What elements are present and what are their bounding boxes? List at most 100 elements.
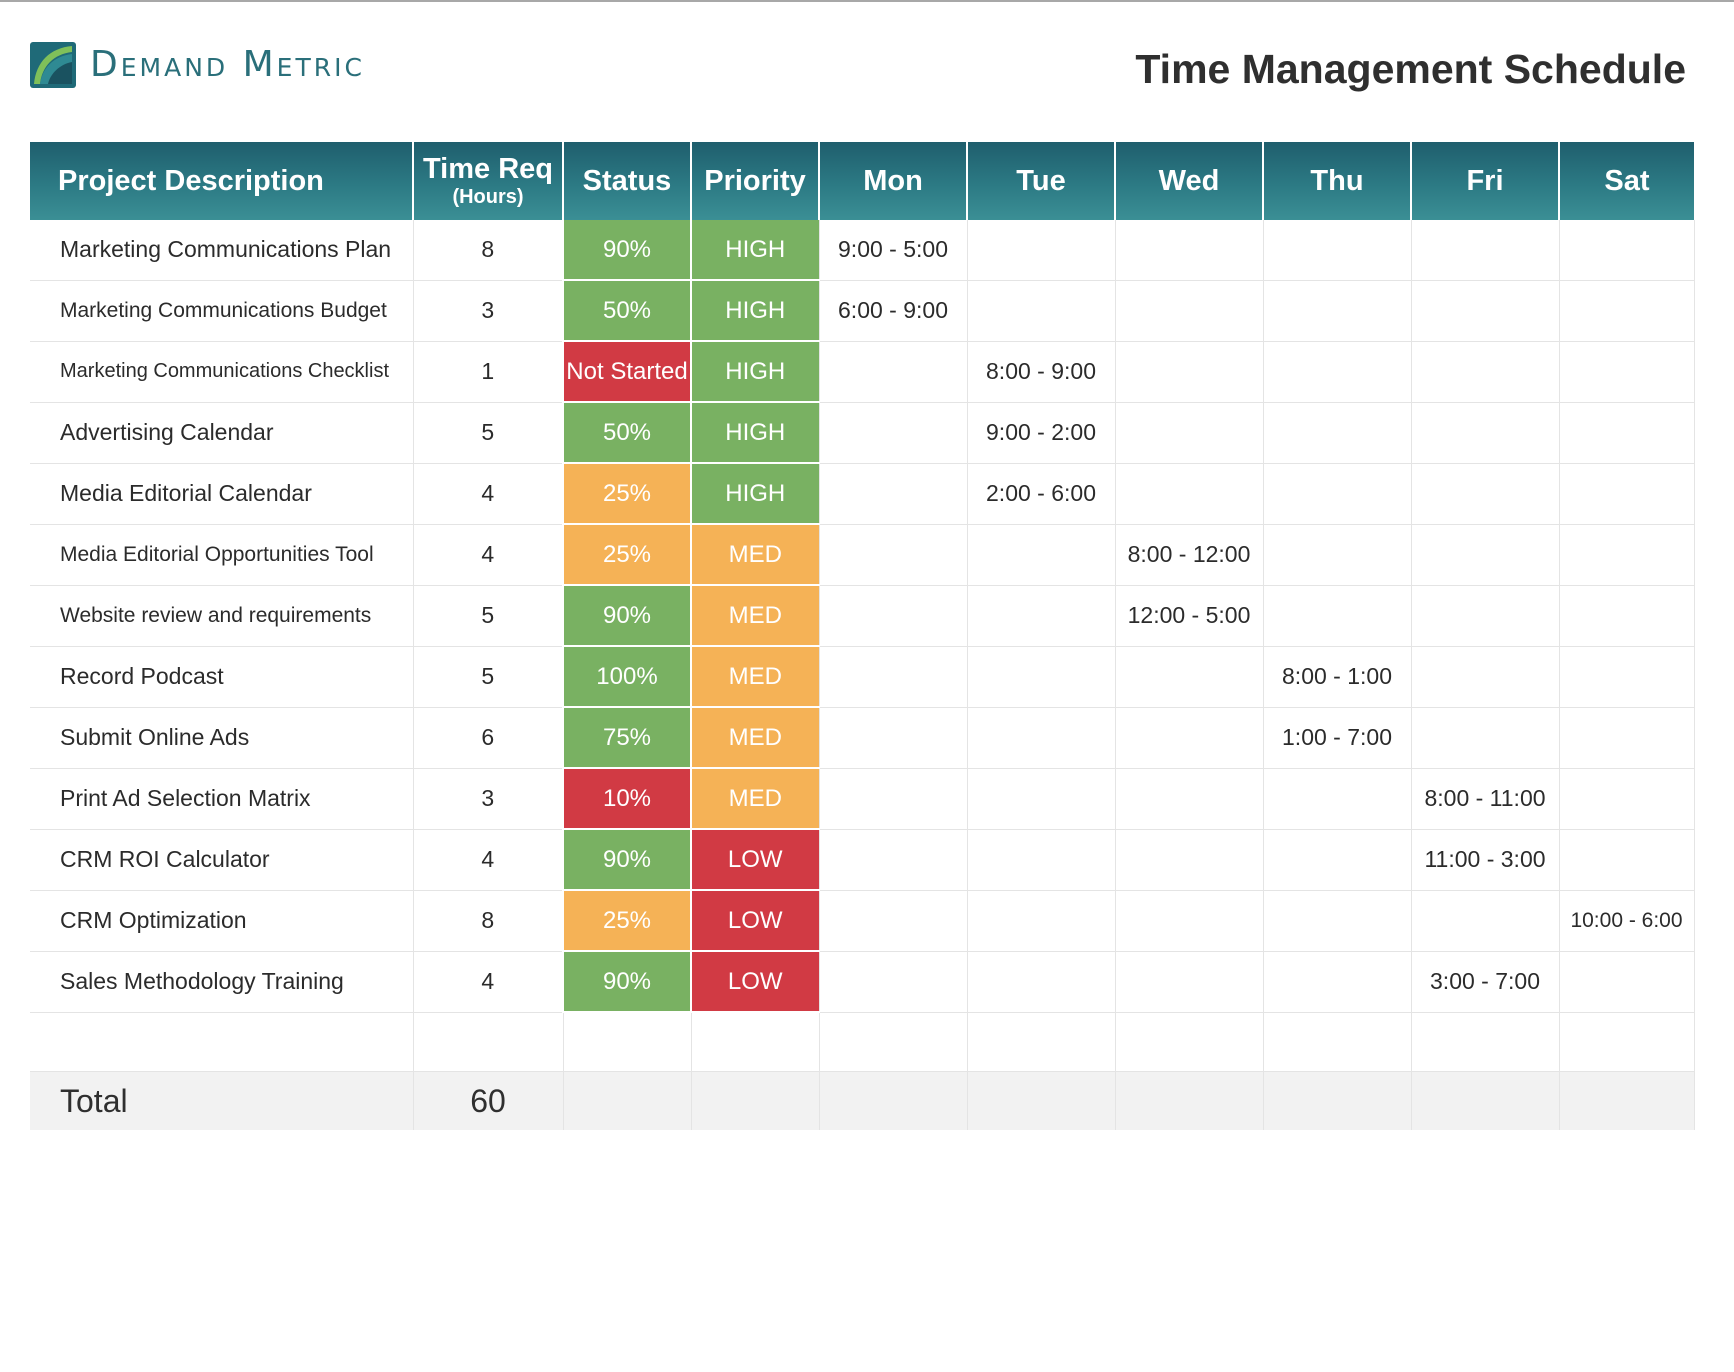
- thu-slot: [1262, 280, 1411, 342]
- table-row: Marketing Communications Plan 8 90% HIGH…: [30, 220, 1695, 281]
- table-row: Advertising Calendar 5 50% HIGH 9:00 - 2…: [30, 402, 1695, 464]
- wed-slot: [1114, 707, 1263, 769]
- thu-slot: [1262, 220, 1411, 281]
- wed-slot: [1114, 280, 1263, 342]
- mon-slot: [818, 463, 967, 525]
- total-empty-cell: [1410, 1071, 1559, 1130]
- mon-slot: [818, 890, 967, 952]
- tue-slot: [966, 707, 1115, 769]
- header-time-req: Time Req (Hours): [412, 142, 563, 220]
- header-time-req-unit: (Hours): [452, 185, 524, 208]
- sat-slot: [1558, 220, 1695, 281]
- sat-slot: [1558, 707, 1695, 769]
- total-empty-cell: [1114, 1071, 1263, 1130]
- tue-slot: [966, 951, 1115, 1013]
- time-required: 3: [412, 768, 563, 830]
- total-row: Total 60: [30, 1071, 1695, 1130]
- fri-slot: [1410, 280, 1559, 342]
- time-required: 8: [412, 220, 563, 281]
- time-required: 5: [412, 646, 563, 708]
- project-description: Media Editorial Calendar: [30, 463, 413, 525]
- fri-slot: 11:00 - 3:00: [1410, 829, 1559, 891]
- mon-slot: [818, 829, 967, 891]
- time-required: 4: [412, 524, 563, 586]
- tue-slot: [966, 890, 1115, 952]
- blank-cell: [412, 1012, 563, 1072]
- blank-cell: [1114, 1012, 1263, 1072]
- wed-slot: [1114, 463, 1263, 525]
- tue-slot: [966, 768, 1115, 830]
- demand-metric-logo-icon: [30, 42, 76, 88]
- wed-slot: [1114, 768, 1263, 830]
- tue-slot: [966, 220, 1115, 281]
- status-cell: 50%: [562, 402, 691, 464]
- total-empty-cell: [1558, 1071, 1695, 1130]
- project-description: Media Editorial Opportunities Tool: [30, 524, 413, 586]
- status-cell: 90%: [562, 585, 691, 647]
- tue-slot: 8:00 - 9:00: [966, 341, 1115, 403]
- header-wed: Wed: [1114, 142, 1263, 220]
- wed-slot: [1114, 951, 1263, 1013]
- header-priority: Priority: [690, 142, 819, 220]
- sat-slot: [1558, 280, 1695, 342]
- status-cell: 90%: [562, 829, 691, 891]
- status-cell: 10%: [562, 768, 691, 830]
- sat-slot: [1558, 951, 1695, 1013]
- table-row: CRM Optimization 8 25% LOW 10:00 - 6:00: [30, 890, 1695, 952]
- total-empty-cell: [690, 1071, 819, 1130]
- status-cell: 90%: [562, 220, 691, 281]
- table-body: Marketing Communications Plan 8 90% HIGH…: [30, 220, 1695, 1130]
- mon-slot: 9:00 - 5:00: [818, 220, 967, 281]
- sat-slot: 10:00 - 6:00: [1558, 890, 1695, 952]
- priority-cell: MED: [690, 768, 819, 830]
- tue-slot: 9:00 - 2:00: [966, 402, 1115, 464]
- table-row: Submit Online Ads 6 75% MED 1:00 - 7:00: [30, 707, 1695, 769]
- status-cell: 90%: [562, 951, 691, 1013]
- wed-slot: [1114, 829, 1263, 891]
- fri-slot: [1410, 707, 1559, 769]
- project-description: Print Ad Selection Matrix: [30, 768, 413, 830]
- priority-cell: HIGH: [690, 463, 819, 525]
- table-row: Marketing Communications Checklist 1 Not…: [30, 341, 1695, 403]
- wed-slot: 8:00 - 12:00: [1114, 524, 1263, 586]
- thu-slot: 1:00 - 7:00: [1262, 707, 1411, 769]
- wed-slot: [1114, 890, 1263, 952]
- total-empty-cell: [562, 1071, 691, 1130]
- table-row: Sales Methodology Training 4 90% LOW 3:0…: [30, 951, 1695, 1013]
- sat-slot: [1558, 646, 1695, 708]
- project-description: Sales Methodology Training: [30, 951, 413, 1013]
- priority-cell: HIGH: [690, 280, 819, 342]
- total-empty-cell: [1262, 1071, 1411, 1130]
- total-empty-cell: [966, 1071, 1115, 1130]
- sat-slot: [1558, 524, 1695, 586]
- mon-slot: [818, 585, 967, 647]
- header-fri: Fri: [1410, 142, 1559, 220]
- mon-slot: [818, 402, 967, 464]
- total-hours: 60: [412, 1071, 563, 1130]
- blank-cell: [818, 1012, 967, 1072]
- sat-slot: [1558, 829, 1695, 891]
- mon-slot: [818, 951, 967, 1013]
- mon-slot: [818, 524, 967, 586]
- tue-slot: 2:00 - 6:00: [966, 463, 1115, 525]
- tue-slot: [966, 829, 1115, 891]
- time-required: 5: [412, 585, 563, 647]
- fri-slot: 3:00 - 7:00: [1410, 951, 1559, 1013]
- header-row: Project Description Time Req (Hours) Sta…: [30, 142, 1694, 220]
- brand-name: Demand Metric: [90, 44, 365, 85]
- table-row: Print Ad Selection Matrix 3 10% MED 8:00…: [30, 768, 1695, 830]
- blank-row: [30, 1012, 1695, 1072]
- tue-slot: [966, 646, 1115, 708]
- header-project: Project Description: [30, 142, 413, 220]
- thu-slot: [1262, 951, 1411, 1013]
- fri-slot: [1410, 890, 1559, 952]
- tue-slot: [966, 280, 1115, 342]
- wed-slot: [1114, 220, 1263, 281]
- priority-cell: HIGH: [690, 341, 819, 403]
- header-tue: Tue: [966, 142, 1115, 220]
- priority-cell: MED: [690, 524, 819, 586]
- brand-logo: Demand Metric: [30, 42, 365, 88]
- fri-slot: [1410, 585, 1559, 647]
- blank-cell: [1262, 1012, 1411, 1072]
- thu-slot: [1262, 890, 1411, 952]
